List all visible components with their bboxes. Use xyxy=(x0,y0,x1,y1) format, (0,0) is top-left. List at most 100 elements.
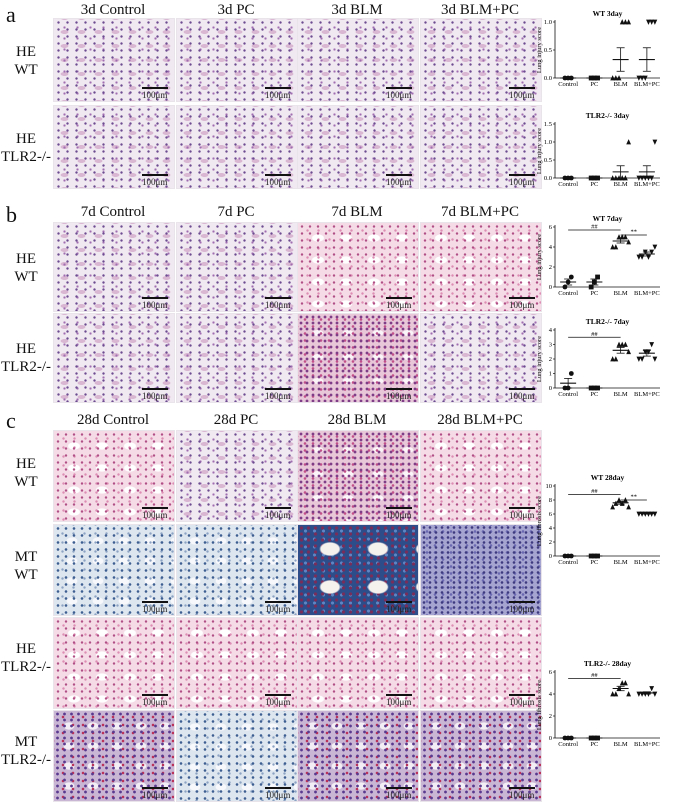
panel-letter: c xyxy=(6,408,16,433)
x-tick-label: BLM+PC xyxy=(634,290,660,297)
y-axis-label: Lung injury score xyxy=(536,336,543,382)
data-point xyxy=(639,175,645,181)
data-point xyxy=(636,75,642,81)
histology-image: 100μm xyxy=(297,222,419,312)
data-point xyxy=(626,691,632,697)
scale-bar-line xyxy=(265,174,291,176)
x-tick-label: BLM xyxy=(614,391,628,398)
scale-bar-line xyxy=(142,297,168,299)
data-point xyxy=(595,274,600,280)
scale-bar: 100μm xyxy=(142,297,168,310)
chart-title: WT 3day xyxy=(593,9,623,18)
chart-title: WT 28day xyxy=(591,473,625,482)
data-point xyxy=(642,75,648,81)
y-tick-label: 3 xyxy=(549,342,552,349)
data-point xyxy=(610,504,616,510)
y-tick-label: 4 xyxy=(549,691,553,698)
row-label-line: HE xyxy=(16,251,36,267)
scale-bar-label: 100μm xyxy=(509,697,535,707)
data-point xyxy=(649,342,655,348)
y-tick-label: 0 xyxy=(549,385,552,392)
data-point xyxy=(649,249,655,255)
column-title: 3d Control xyxy=(80,2,146,18)
scale-bar: 100μm xyxy=(509,694,535,707)
scale-bar-label: 100μm xyxy=(509,90,535,100)
scale-bar-line xyxy=(142,174,168,176)
row-label-line: WT xyxy=(14,62,38,78)
y-tick-label: 1.0 xyxy=(544,139,552,146)
histology-image: 100μm xyxy=(176,710,298,802)
scale-bar-label: 100μm xyxy=(509,510,535,520)
histology-image: 100μm xyxy=(420,524,542,616)
y-tick-label: 2 xyxy=(549,264,552,271)
data-point xyxy=(610,691,616,697)
data-point xyxy=(626,239,632,245)
scale-bar-line xyxy=(265,787,291,789)
x-tick-label: Control xyxy=(558,181,578,188)
data-point xyxy=(626,19,632,25)
scale-bar-label: 100μm xyxy=(142,90,168,100)
data-point xyxy=(652,19,658,25)
y-tick-label: 2 xyxy=(549,539,552,546)
histology-image: 100μm xyxy=(53,524,175,616)
y-tick-label: 0.0 xyxy=(544,75,552,82)
row-label-line: MT xyxy=(14,549,38,565)
scale-bar-label: 100μm xyxy=(509,604,535,614)
y-tick-label: 4 xyxy=(549,525,553,532)
y-tick-label: 0.0 xyxy=(544,175,552,182)
x-tick-label: PC xyxy=(590,391,598,398)
row-label-line: WT xyxy=(14,474,38,490)
data-point xyxy=(636,254,642,260)
scale-bar-line xyxy=(386,787,412,789)
scale-bar: 100μm xyxy=(265,787,291,800)
scale-bar: 100μm xyxy=(265,388,291,401)
data-point xyxy=(646,19,651,25)
scale-bar-line xyxy=(509,174,535,176)
histology-image: 100μm xyxy=(53,18,175,102)
x-tick-label: PC xyxy=(590,181,598,188)
x-tick-label: BLM xyxy=(614,181,628,188)
row-label-line: TLR2-/- xyxy=(1,752,51,768)
data-point xyxy=(649,175,655,181)
scale-bar-label: 100μm xyxy=(386,790,412,800)
scale-bar-label: 100μm xyxy=(509,177,535,187)
data-point xyxy=(568,274,574,280)
scale-bar-line xyxy=(509,787,535,789)
scale-bar-label: 100μm xyxy=(142,790,168,800)
data-point xyxy=(649,19,655,25)
histology-image: 100μm xyxy=(297,710,419,802)
data-point xyxy=(616,234,622,240)
scale-bar-label: 100μm xyxy=(142,391,168,401)
row-label-line: HE xyxy=(16,44,36,60)
scale-bar-line xyxy=(386,87,412,89)
scale-bar: 100μm xyxy=(142,87,168,100)
column-title: 3d BLM+PC xyxy=(440,2,520,18)
column-title: 28d PC xyxy=(213,412,259,428)
data-point xyxy=(619,234,625,240)
scale-bar-line xyxy=(265,388,291,390)
scale-bar-line xyxy=(265,297,291,299)
significance-label: ## xyxy=(591,331,598,338)
y-axis-label: Lung injury score xyxy=(536,128,543,174)
histology-image: 100μm xyxy=(420,313,542,403)
histology-image: 100μm xyxy=(420,18,542,102)
panel-letter: b xyxy=(6,202,17,227)
scale-bar-label: 100μm xyxy=(386,90,412,100)
scale-bar: 100μm xyxy=(509,87,535,100)
y-tick-label: 4 xyxy=(549,327,553,334)
y-tick-label: 1.0 xyxy=(544,19,552,26)
row-label-line: HE xyxy=(16,641,36,657)
data-point xyxy=(649,686,655,692)
scale-bar-line xyxy=(509,507,535,509)
column-title: 28d BLM xyxy=(327,412,387,428)
row-label: MT TLR2-/- xyxy=(1,733,51,769)
row-label: HE TLR2-/- xyxy=(1,640,51,676)
chart: WT 28day 0 2 4 6 8 10 Lung fibrosis score Contro… xyxy=(525,472,670,583)
scale-bar-label: 100μm xyxy=(509,790,535,800)
data-point xyxy=(619,680,625,686)
chart-title: TLR2-/- 28day xyxy=(584,659,632,668)
histology-image: 100μm xyxy=(53,710,175,802)
histology-image: 100μm xyxy=(176,430,298,522)
scale-bar: 100μm xyxy=(509,388,535,401)
